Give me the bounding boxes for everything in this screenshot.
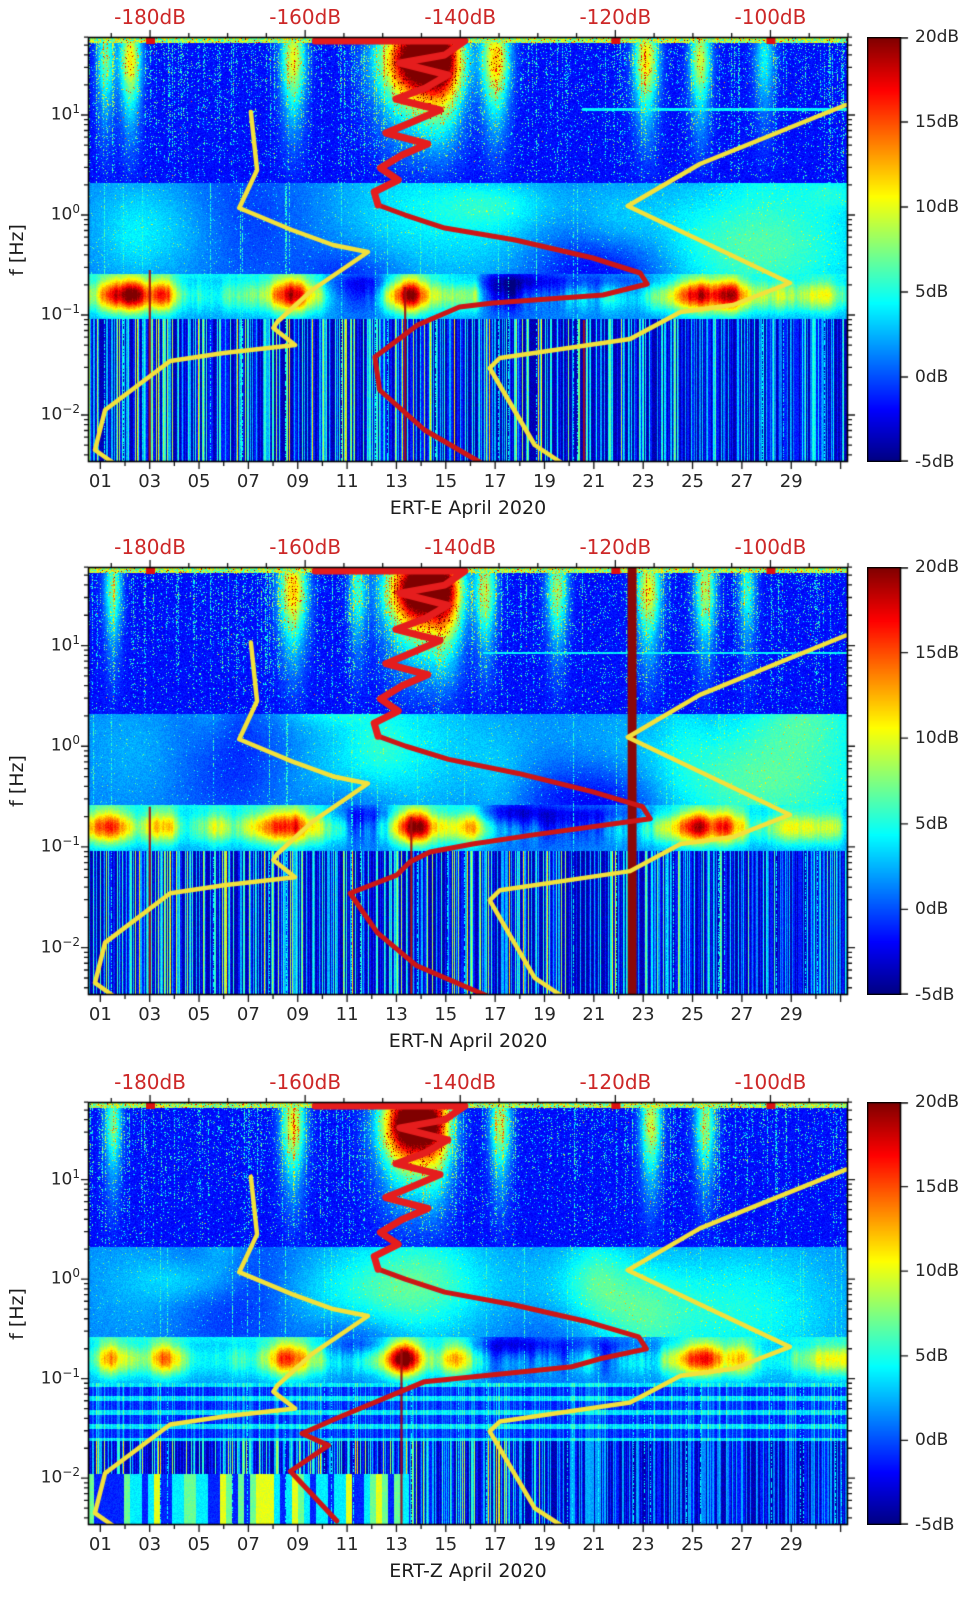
x-tick-label: 27: [730, 1534, 754, 1555]
y-tick-label: 101: [50, 102, 80, 125]
colorbar-tick-label: -5dB: [915, 985, 955, 1005]
x-tick-label: 25: [681, 471, 704, 492]
x-tick-label: 23: [631, 1534, 655, 1555]
x-tick-label: 29: [779, 1534, 803, 1555]
y-tick-label: 100: [50, 202, 80, 225]
x-tick-label: 25: [681, 1004, 704, 1025]
x-tick-label: 15: [434, 1534, 458, 1555]
y-axis-label: f [Hz]: [6, 1287, 28, 1340]
colorbar-tick-label: 20dB: [915, 557, 960, 577]
y-tick-label: 10−2: [40, 1465, 80, 1488]
x-tick-label: 17: [483, 1004, 507, 1025]
y-tick-label: 10−1: [40, 302, 80, 325]
panel-title-ert-e: ERT-E April 2020: [389, 497, 547, 519]
y-axis-label: f [Hz]: [6, 755, 28, 807]
x-tick-label: 15: [434, 471, 458, 492]
x-tick-label: 13: [384, 1534, 408, 1555]
x-tick-label: 19: [533, 1534, 556, 1555]
x-tick-label: 09: [286, 1004, 310, 1025]
spectrogram-plot-ert-n: [58, 555, 892, 1007]
x-tick-label: 17: [483, 471, 507, 492]
colorbar-tick-label: 0dB: [915, 367, 949, 387]
x-tick-label: 11: [335, 1534, 359, 1555]
colorbar-tick-label: 0dB: [915, 1430, 949, 1451]
colorbar-ert-e: [867, 37, 915, 462]
x-tick-label: 23: [631, 471, 655, 492]
colorbar-ert-n: [867, 567, 915, 995]
colorbar-tick-label: 15dB: [915, 112, 960, 132]
x-tick-label: 11: [335, 1004, 359, 1025]
y-tick-label: 100: [50, 733, 80, 756]
x-tick-label: 27: [730, 471, 754, 492]
x-tick-label: 07: [236, 1534, 260, 1555]
colorbar-tick-label: 0dB: [915, 899, 949, 920]
x-tick-label: 29: [779, 471, 803, 492]
colorbar-tick-label: 15dB: [915, 642, 960, 663]
spectrogram-plot-ert-z: [58, 1090, 892, 1537]
x-tick-label: 05: [187, 1534, 211, 1555]
x-tick-label: 09: [286, 1534, 310, 1555]
colorbar-tick-label: 10dB: [915, 728, 960, 749]
colorbar-tick-label: 15dB: [915, 1176, 960, 1197]
x-tick-label: 05: [187, 1004, 211, 1025]
x-tick-label: 01: [88, 1004, 112, 1025]
x-tick-label: 03: [138, 1004, 162, 1025]
x-tick-label: 21: [582, 1534, 606, 1555]
colorbar-tick-label: -5dB: [915, 1515, 955, 1535]
colorbar-ert-z: [867, 1102, 915, 1525]
x-tick-label: 27: [730, 1004, 754, 1025]
y-axis-label: f [Hz]: [6, 223, 28, 276]
x-tick-label: 13: [384, 471, 408, 492]
x-tick-label: 01: [88, 1534, 112, 1555]
colorbar-tick-label: 10dB: [915, 1261, 960, 1282]
x-tick-label: 15: [434, 1004, 458, 1025]
y-tick-label: 10−1: [40, 1365, 80, 1389]
colorbar-tick-label: 5dB: [915, 282, 949, 302]
x-tick-label: 03: [138, 1534, 162, 1555]
x-tick-label: 09: [286, 471, 310, 492]
colorbar-tick-label: 10dB: [915, 197, 960, 217]
x-tick-label: 29: [779, 1004, 803, 1025]
colorbar-tick-label: 20dB: [915, 1092, 960, 1112]
y-tick-label: 10−2: [40, 402, 80, 425]
colorbar-tick-label: -5dB: [915, 452, 955, 472]
x-tick-label: 03: [138, 471, 162, 492]
x-tick-label: 11: [335, 471, 359, 492]
y-tick-label: 101: [50, 1166, 80, 1190]
x-tick-label: 01: [88, 471, 112, 492]
y-tick-label: 10−1: [40, 833, 80, 857]
y-tick-label: 101: [50, 632, 80, 656]
x-tick-label: 19: [533, 1004, 556, 1025]
panel-title-ert-n: ERT-N April 2020: [388, 1030, 548, 1052]
x-tick-label: 25: [681, 1534, 704, 1555]
colorbar-tick-label: 20dB: [915, 27, 960, 47]
x-tick-label: 05: [187, 471, 211, 492]
x-tick-label: 07: [236, 471, 260, 492]
x-tick-label: 21: [582, 1004, 606, 1025]
spectrogram-plot-ert-e: [58, 25, 892, 474]
x-tick-label: 23: [631, 1004, 655, 1025]
y-tick-label: 10−2: [40, 934, 80, 958]
panel-title-ert-z: ERT-Z April 2020: [389, 1560, 547, 1582]
colorbar-tick-label: 5dB: [915, 1345, 949, 1366]
y-tick-label: 100: [50, 1266, 80, 1289]
colorbar-tick-label: 5dB: [915, 813, 949, 834]
x-tick-label: 19: [533, 471, 556, 492]
x-tick-label: 13: [384, 1004, 408, 1025]
x-tick-label: 21: [582, 471, 606, 492]
x-tick-label: 07: [236, 1004, 260, 1025]
x-tick-label: 17: [483, 1534, 507, 1555]
